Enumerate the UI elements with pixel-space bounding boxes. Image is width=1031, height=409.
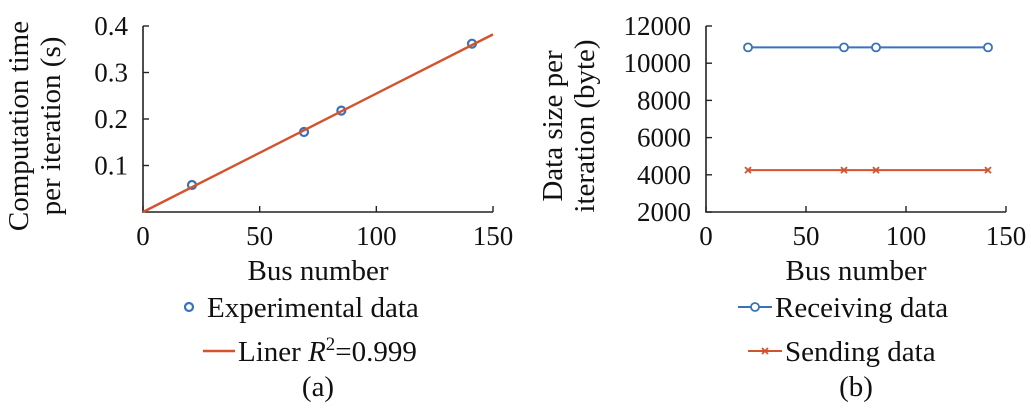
panel-b-y-label-line-1: Data size per: [537, 50, 569, 202]
panel-b-series-0-point: [743, 42, 753, 53]
legend-receiving-data: Receiving data: [738, 292, 948, 324]
panel-a-y-tick-label: 0.2: [94, 104, 128, 134]
legend-fit-superscript: 2: [326, 334, 336, 355]
panel-a-caption: (a): [302, 371, 334, 403]
panel-a-y-label-line-2: per iteration (s): [35, 37, 67, 216]
panel-b-y-label-line-2: iteration (byte): [569, 39, 601, 212]
legend-sending-data-label: Sending data: [785, 336, 936, 368]
panel-b-legend: Receiving data Sending data: [738, 292, 948, 368]
panel-b-y-tick-label: 8000: [637, 85, 691, 115]
panel-a-y-tick-label: 0.4: [94, 11, 128, 41]
panel-a-x-tick-label: 50: [246, 221, 273, 251]
panel-b-y-tick-label: 4000: [637, 160, 691, 190]
panel-a-x-tick-label: 100: [356, 221, 397, 251]
legend-linear-fit-label: Liner R2=0.999: [238, 334, 417, 368]
panel-a-chart: Computation time per iteration (s) 0.1 0.…: [3, 11, 513, 403]
panel-b-y-axis-label: Data size per iteration (byte): [537, 39, 601, 212]
legend-linear-fit: Liner R2=0.999: [203, 334, 417, 368]
panel-b-x-tick-label: 100: [886, 221, 927, 251]
panel-b-series-1-point: [744, 166, 752, 174]
legend-experimental-data-label: Experimental data: [207, 292, 419, 324]
panel-b-y-tick-label: 10000: [624, 48, 692, 78]
legend-sending-data: Sending data: [748, 336, 936, 368]
panel-b-x-tick-label: 50: [793, 221, 820, 251]
panel-b-chart: Data size per iteration (byte) 2000 4000 6…: [537, 11, 1026, 403]
panel-b-x-tick-label: 150: [986, 221, 1027, 251]
legend-sending-marker: [761, 347, 769, 355]
panel-b-x-axis-label: Bus number: [786, 255, 927, 287]
panel-b-caption: (b): [839, 371, 873, 403]
panel-a-y-label-line-1: Computation time: [3, 21, 35, 231]
panel-a-y-tick-label: 0.3: [94, 58, 128, 88]
panel-a-x-axis-label: Bus number: [248, 255, 389, 287]
panel-b-y-tick-label: 6000: [637, 123, 691, 153]
panel-b-x-tick-label: 0: [699, 221, 713, 251]
panel-b-series-1-point: [840, 166, 848, 174]
panel-a-y-tick-label: 0.1: [94, 151, 128, 181]
panel-b-y-tick-label: 12000: [624, 11, 692, 41]
legend-fit-prefix: Liner: [238, 336, 308, 368]
panel-a-legend: Experimental data Liner R2=0.999: [183, 292, 419, 368]
panel-a-x-tick-label: 0: [136, 221, 150, 251]
panel-a-series-1-line: [142, 33, 494, 214]
legend-fit-suffix: =0.999: [335, 336, 417, 368]
legend-receiving-data-label: Receiving data: [775, 292, 948, 324]
panel-a-y-axis-label: Computation time per iteration (s): [3, 21, 67, 231]
panel-b-series-1-point: [984, 166, 992, 174]
panel-b-series-0-point: [983, 42, 993, 53]
legend-experimental-data: Experimental data: [183, 292, 419, 324]
panel-b-series-1-point: [872, 166, 880, 174]
legend-circle-marker: [183, 301, 195, 313]
panel-b-series-0-point: [839, 42, 849, 53]
panel-b-series-0-point: [871, 42, 881, 53]
panel-a-x-tick-label: 150: [473, 221, 514, 251]
panel-b-y-tick-label: 2000: [637, 197, 691, 227]
legend-receiving-marker: [750, 302, 760, 312]
panel-b-axes: [705, 26, 1006, 213]
legend-fit-variable: R: [307, 336, 326, 368]
